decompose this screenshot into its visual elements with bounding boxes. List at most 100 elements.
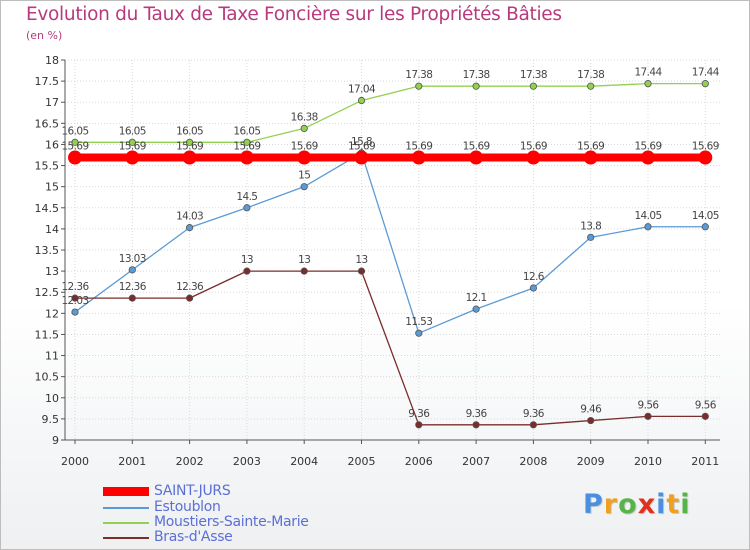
y-tick-label: 16 — [45, 138, 59, 151]
data-label-bras-d-asse: 9.56 — [695, 399, 717, 411]
data-point-moustiers-sainte-marie — [644, 80, 652, 88]
data-label-estoublon: 15.8 — [351, 136, 372, 148]
legend-label-moustiers-sainte-marie: Moustiers-Sainte-Marie — [154, 514, 309, 530]
legend-swatch-bras-d-asse — [103, 537, 149, 539]
chart-title: Evolution du Taux de Taxe Foncière sur l… — [26, 4, 562, 25]
y-tick-label: 15.5 — [35, 160, 60, 173]
data-label-saint-jurs: 15.69 — [634, 141, 661, 153]
data-label-estoublon: 14.5 — [236, 191, 257, 203]
data-point-saint-jurs — [526, 150, 541, 165]
data-label-saint-jurs: 15.69 — [176, 141, 203, 153]
data-point-bras-d-asse — [300, 267, 308, 275]
data-point-estoublon — [300, 183, 308, 191]
data-label-moustiers-sainte-marie: 17.38 — [520, 69, 547, 81]
data-point-moustiers-sainte-marie — [300, 124, 308, 132]
series-line-bras-d-asse — [75, 270, 706, 426]
data-label-bras-d-asse: 13 — [355, 254, 367, 266]
data-point-saint-jurs — [297, 150, 312, 165]
data-label-saint-jurs: 15.69 — [119, 141, 146, 153]
data-label-bras-d-asse: 12.36 — [119, 281, 147, 293]
data-point-bras-d-asse — [415, 421, 423, 429]
data-point-estoublon — [243, 204, 251, 212]
data-point-moustiers-sainte-marie — [128, 138, 136, 146]
data-label-estoublon: 13.03 — [119, 253, 146, 265]
legend-swatch-estoublon — [103, 507, 149, 509]
data-label-estoublon: 14.03 — [176, 211, 203, 223]
data-label-moustiers-sainte-marie: 16.05 — [61, 125, 88, 137]
series-line-moustiers-sainte-marie — [75, 82, 706, 143]
x-tick-label: 2004 — [290, 455, 318, 468]
y-tick-label: 12 — [45, 307, 59, 320]
data-point-moustiers-sainte-marie — [701, 80, 709, 88]
data-label-saint-jurs: 15.69 — [233, 141, 260, 153]
data-label-estoublon: 15 — [298, 170, 310, 182]
data-point-estoublon — [587, 233, 595, 241]
data-label-saint-jurs: 15.69 — [463, 141, 490, 153]
logo-letter: t — [666, 489, 681, 520]
data-label-bras-d-asse: 9.46 — [580, 404, 602, 416]
y-tick-label: 11.5 — [35, 328, 60, 341]
y-tick-label: 16.5 — [35, 117, 60, 130]
data-point-estoublon — [71, 308, 79, 316]
data-point-estoublon — [472, 305, 480, 313]
logo-letter: r — [603, 489, 619, 520]
data-label-moustiers-sainte-marie: 17.04 — [348, 84, 376, 96]
data-point-bras-d-asse — [529, 421, 538, 429]
data-point-bras-d-asse — [357, 267, 366, 275]
data-point-moustiers-sainte-marie — [529, 82, 538, 90]
y-tick-label: 15 — [45, 181, 59, 194]
y-axis-unit: (en %) — [26, 29, 63, 42]
data-label-bras-d-asse: 9.36 — [408, 408, 430, 420]
legend-label-saint-jurs: SAINT-JURS — [154, 483, 231, 499]
proxiti-logo: Proxiti — [583, 489, 691, 520]
legend-label-estoublon: Estoublon — [154, 499, 221, 515]
logo-letter: i — [680, 489, 691, 520]
data-label-moustiers-sainte-marie: 16.05 — [176, 125, 203, 137]
data-point-estoublon — [128, 266, 136, 274]
y-tick-label: 9 — [52, 434, 59, 447]
x-tick-label: 2000 — [61, 455, 89, 468]
data-point-bras-d-asse — [644, 412, 652, 420]
data-point-bras-d-asse — [186, 294, 194, 302]
data-point-estoublon — [529, 284, 538, 292]
y-tick-label: 18 — [45, 54, 59, 67]
data-point-moustiers-sainte-marie — [243, 138, 251, 146]
data-point-moustiers-sainte-marie — [71, 138, 79, 146]
data-point-moustiers-sainte-marie — [472, 82, 480, 90]
x-tick-label: 2003 — [233, 455, 261, 468]
y-tick-label: 13 — [45, 265, 59, 278]
logo-letter: i — [656, 489, 667, 520]
data-point-saint-jurs — [182, 150, 197, 165]
data-label-moustiers-sainte-marie: 16.05 — [119, 125, 146, 137]
data-point-moustiers-sainte-marie — [357, 96, 366, 105]
data-label-estoublon: 13.8 — [580, 220, 601, 232]
data-label-moustiers-sainte-marie: 17.44 — [692, 67, 720, 79]
x-tick-label: 2002 — [176, 455, 204, 468]
data-label-estoublon: 12.1 — [466, 292, 487, 304]
y-tick-label: 14.5 — [35, 202, 60, 215]
y-tick-label: 17 — [45, 96, 59, 109]
data-point-bras-d-asse — [243, 267, 251, 275]
data-label-moustiers-sainte-marie: 17.38 — [405, 69, 432, 81]
data-point-bras-d-asse — [71, 294, 79, 302]
data-label-bras-d-asse: 13 — [241, 254, 253, 266]
data-label-moustiers-sainte-marie: 16.38 — [291, 111, 318, 123]
data-label-bras-d-asse: 12.36 — [176, 281, 204, 293]
legend-swatch-saint-jurs — [103, 487, 149, 496]
data-label-bras-d-asse: 13 — [298, 254, 310, 266]
data-point-bras-d-asse — [128, 294, 136, 302]
data-point-moustiers-sainte-marie — [587, 82, 595, 90]
data-label-saint-jurs: 15.69 — [291, 141, 318, 153]
y-tick-label: 10.5 — [35, 371, 60, 384]
data-label-moustiers-sainte-marie: 17.38 — [577, 69, 604, 81]
x-tick-label: 2009 — [577, 455, 605, 468]
legend-label-bras-d-asse: Bras-d'Asse — [154, 529, 233, 545]
y-tick-label: 14 — [45, 223, 59, 236]
data-point-saint-jurs — [239, 150, 254, 165]
data-label-estoublon: 14.05 — [634, 210, 661, 222]
data-point-estoublon — [701, 223, 709, 231]
x-tick-label: 2010 — [634, 455, 662, 468]
data-label-bras-d-asse: 12.36 — [61, 281, 89, 293]
series-line-estoublon — [74, 152, 706, 334]
x-tick-label: 2001 — [118, 455, 146, 468]
